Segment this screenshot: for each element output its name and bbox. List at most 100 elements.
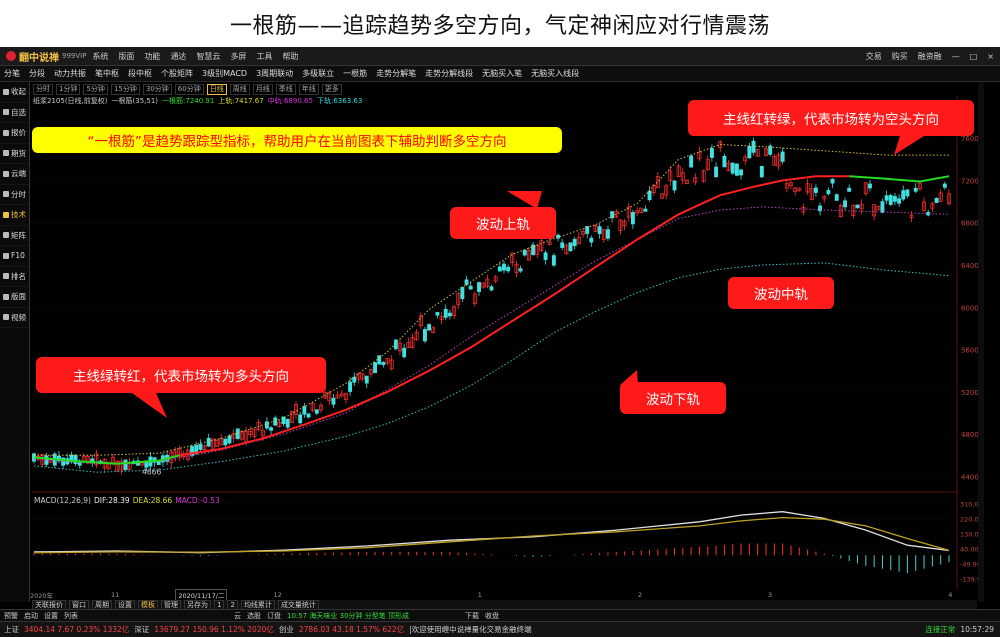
tab-one[interactable]: 1 [214, 599, 225, 610]
func-download[interactable]: 下载 [464, 611, 479, 620]
candle-body [630, 212, 635, 225]
tab-window[interactable]: 窗口 [69, 599, 89, 610]
period-tab[interactable]: 季线 [275, 84, 296, 95]
sidebar-item-futures[interactable]: 期货 [0, 144, 29, 164]
tool-bizhongshu[interactable]: 笔中枢 [95, 69, 119, 78]
func-order[interactable]: 订盘 [267, 611, 281, 620]
tool-yigenjin[interactable]: 一根筋 [343, 69, 368, 78]
trading-app: 翻中说禅 999VIP 系统 版面 功能 通达 智慧云 多屏 工具 帮助 交易 … [0, 47, 1000, 637]
tool-buy-segment[interactable]: 无脑买入线段 [531, 69, 580, 78]
func-settings[interactable]: 设置 [44, 611, 58, 620]
app-tag: 999VIP [62, 52, 87, 60]
tab-two[interactable]: 2 [227, 599, 238, 610]
sidebar-item-ranking[interactable]: 排名 [0, 267, 29, 287]
func-list[interactable]: 列表 [64, 611, 78, 620]
menu-tongda[interactable]: 通达 [170, 51, 187, 61]
tab-manage[interactable]: 管理 [161, 599, 181, 610]
turn-red-callout: 主线绿转红，代表市场转为多头方向 [36, 357, 326, 393]
menu-layout[interactable]: 版面 [118, 51, 135, 61]
sidebar-item-label: 分时 [11, 189, 26, 199]
tab-more[interactable]: 成交量统计 [277, 599, 319, 610]
candle-body [672, 180, 677, 191]
tab-related[interactable]: 关联报价 [32, 599, 66, 610]
sidebar-item-intraday[interactable]: 分时 [0, 185, 29, 205]
candle-body [477, 282, 481, 292]
tool-3period[interactable]: 3周期联动 [256, 69, 294, 78]
indicator-toolbar: 分笔 分段 动力共振 笔中枢 段中枢 个股矩阵 3级别MACD 3周期联动 多级… [0, 66, 1000, 82]
buy-button[interactable]: 购买 [891, 51, 908, 61]
vertical-scrollbar[interactable] [978, 82, 984, 602]
sidebar-item-matrix[interactable]: 矩阵 [0, 226, 29, 246]
candle-body [518, 268, 523, 272]
candle-body [917, 182, 922, 190]
sidebar-item-cloud[interactable]: 云端 [0, 164, 29, 185]
sidebar-item-f10[interactable]: F10 [0, 246, 29, 267]
sidebar-item-technical[interactable]: 技术 [0, 205, 29, 226]
period-tab-daily[interactable]: 日线 [206, 84, 227, 95]
period-tab[interactable]: 更多 [321, 84, 342, 95]
candle-body [868, 183, 872, 189]
menu-system[interactable]: 系统 [92, 51, 109, 61]
sidebar-item-quotes[interactable]: 报价 [0, 123, 29, 144]
tool-multilevel[interactable]: 多级联立 [302, 69, 335, 78]
tab-collapse[interactable]: 另存为 [184, 599, 211, 610]
sidebar-item-watchlist[interactable]: 自选 [0, 103, 29, 123]
period-tab[interactable]: 年线 [298, 84, 319, 95]
tool-fenbi[interactable]: 分笔 [4, 69, 20, 78]
maximize-icon[interactable]: □ [969, 51, 978, 61]
tab-settings[interactable]: 设置 [115, 599, 135, 610]
period-tab[interactable]: 5分钟 [83, 84, 108, 95]
minimize-icon[interactable]: — [951, 51, 960, 61]
tab-template[interactable]: 模板 [138, 599, 158, 610]
sidebar-item-label: 技术 [11, 210, 26, 220]
tool-trend-segment[interactable]: 走势分解线段 [425, 69, 474, 78]
candle-body [314, 409, 319, 414]
func-select[interactable]: 选股 [247, 611, 261, 620]
menu-tools[interactable]: 工具 [256, 51, 273, 61]
candle-body [714, 166, 719, 178]
close-icon[interactable]: × [987, 51, 994, 61]
upper-band-pointer [507, 191, 542, 209]
menu-help[interactable]: 帮助 [282, 51, 299, 61]
tab-period[interactable]: 周期 [92, 599, 112, 610]
period-tab[interactable]: 30分钟 [142, 84, 172, 95]
candle-body [468, 285, 473, 290]
candle-body [531, 244, 536, 256]
price-chart[interactable]: 7600 7200 6800 6400 6000 5600 5200 4800 4400 310.… [32, 82, 978, 590]
candle-body [572, 238, 577, 246]
period-tab[interactable]: 周线 [229, 84, 250, 95]
period-tab[interactable]: 15分钟 [110, 84, 140, 95]
candle-body [319, 404, 323, 411]
tool-3macd[interactable]: 3级别MACD [202, 69, 248, 78]
func-cloud[interactable]: 云 [234, 611, 241, 620]
menu-function[interactable]: 功能 [144, 51, 161, 61]
tool-dongli[interactable]: 动力共振 [54, 69, 86, 78]
tool-trend-pen[interactable]: 走势分解笔 [376, 69, 417, 78]
tool-buy-pen[interactable]: 无脑买入笔 [482, 69, 523, 78]
sidebar-item-video[interactable]: 视频 [0, 308, 29, 328]
trade-button[interactable]: 交易 [865, 51, 882, 61]
menu-smart-cloud[interactable]: 智慧云 [196, 51, 221, 61]
candle-body [289, 411, 294, 424]
candle-body [452, 306, 457, 316]
candle-body [938, 192, 943, 202]
sidebar-item-layout[interactable]: 版面 [0, 287, 29, 308]
candle-body [734, 163, 739, 176]
margin-button[interactable]: 融资融 [917, 51, 942, 61]
period-tab[interactable]: 分时 [33, 84, 53, 95]
candle-body [360, 373, 365, 380]
tab-volume[interactable]: 均线累计 [240, 599, 275, 610]
tool-fenduan[interactable]: 分段 [29, 69, 45, 78]
period-tab[interactable]: 月线 [252, 84, 273, 95]
candle-body [502, 263, 506, 271]
tool-duanzhongshu[interactable]: 段中枢 [128, 69, 152, 78]
period-tab[interactable]: 60分钟 [174, 84, 204, 95]
period-tab[interactable]: 1分钟 [56, 84, 81, 95]
func-start[interactable]: 启动 [24, 611, 38, 620]
func-alert[interactable]: 预警 [4, 611, 18, 620]
tool-matrix[interactable]: 个股矩阵 [161, 69, 193, 78]
func-favorite[interactable]: 收盘 [484, 611, 499, 620]
menu-multi-screen[interactable]: 多屏 [230, 51, 247, 61]
candle-body [743, 156, 748, 162]
sidebar-item-collapse[interactable]: 收起 [0, 82, 29, 103]
